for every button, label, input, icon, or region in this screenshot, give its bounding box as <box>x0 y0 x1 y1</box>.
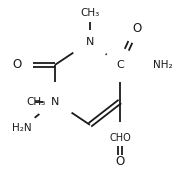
Text: N: N <box>51 97 59 107</box>
Text: O: O <box>132 22 141 35</box>
Text: NH₂: NH₂ <box>153 60 173 70</box>
Text: O: O <box>12 58 21 71</box>
Text: C: C <box>116 60 124 70</box>
Text: CH₃: CH₃ <box>27 97 46 107</box>
Text: N: N <box>86 37 94 47</box>
Text: O: O <box>115 155 125 168</box>
Text: CHO: CHO <box>109 133 131 143</box>
Text: CH₃: CH₃ <box>80 8 100 18</box>
Text: H₂N: H₂N <box>12 123 31 133</box>
